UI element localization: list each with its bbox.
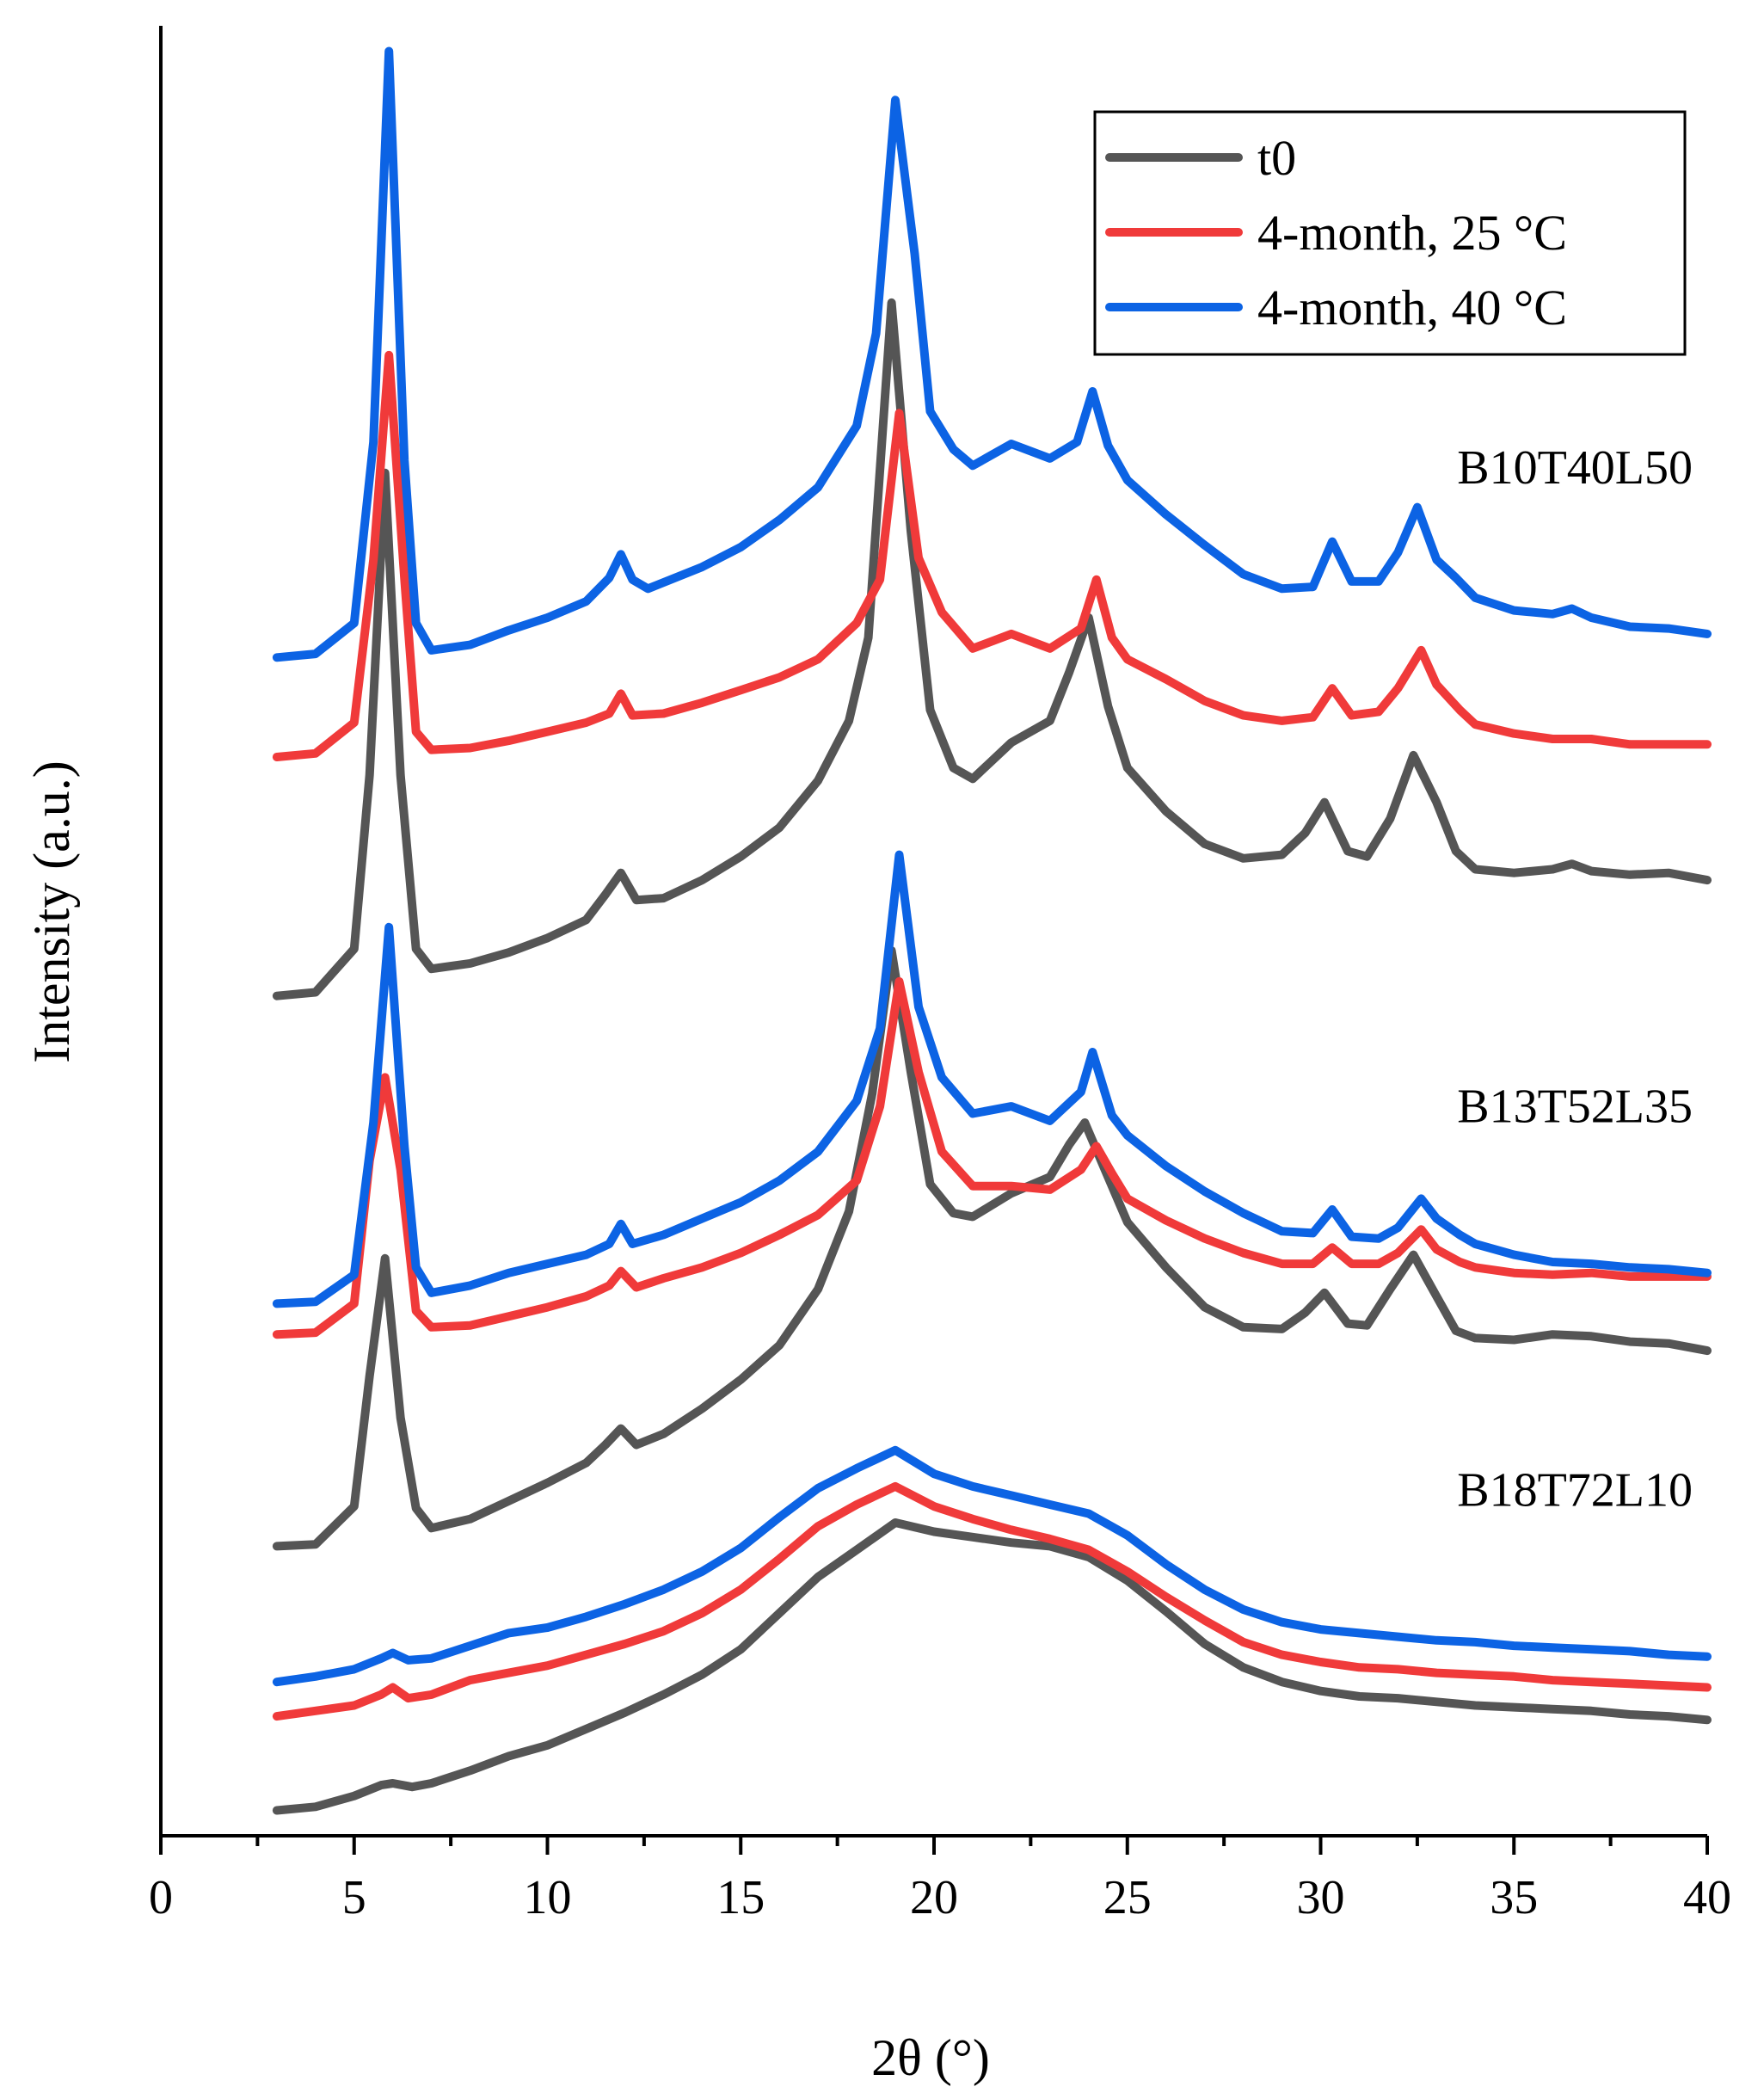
legend-label-m40: 4-month, 40 °C bbox=[1257, 280, 1567, 335]
curve-b10t40l50-m25 bbox=[272, 350, 1712, 761]
legend-label-t0: t0 bbox=[1257, 130, 1296, 186]
x-axis-title: 2θ (°) bbox=[871, 2029, 990, 2086]
legend-label-m25: 4-month, 25 °C bbox=[1257, 205, 1567, 261]
curve-b13t52l35-m40 bbox=[272, 850, 1712, 1308]
curve-b13t52l35-t0 bbox=[272, 946, 1712, 1551]
x-tick-label: 20 bbox=[910, 1871, 958, 1924]
x-tick-label: 40 bbox=[1683, 1871, 1731, 1924]
legend: t0 4-month, 25 °C 4-month, 40 °C bbox=[1093, 110, 1687, 356]
plot-curves bbox=[272, 46, 1712, 1815]
sample-label-b13t52l35: B13T52L35 bbox=[1457, 1080, 1693, 1134]
x-tick-label: 5 bbox=[342, 1871, 366, 1924]
x-tick-label: 15 bbox=[716, 1871, 765, 1924]
sample-labels: B10T40L50 B13T52L35 B18T72L10 bbox=[1457, 441, 1693, 1517]
x-axis-ticks: 0 5 10 15 20 25 30 35 40 bbox=[149, 1836, 1731, 1924]
x-tick-label: 30 bbox=[1297, 1871, 1345, 1924]
x-tick-label: 25 bbox=[1103, 1871, 1152, 1924]
curve-b13t52l35-m25 bbox=[272, 976, 1712, 1339]
x-tick-label: 0 bbox=[149, 1871, 173, 1924]
curve-b18t72l10-m40 bbox=[272, 1445, 1712, 1687]
curve-b10t40l50-m40 bbox=[272, 46, 1712, 662]
curve-b18t72l10-t0 bbox=[272, 1518, 1712, 1815]
x-tick-label: 35 bbox=[1490, 1871, 1538, 1924]
curve-b10t40l50-t0 bbox=[272, 298, 1712, 1000]
y-axis-title: Intensity (a.u.) bbox=[23, 760, 80, 1063]
curve-b18t72l10-m25 bbox=[272, 1481, 1712, 1721]
sample-label-b10t40l50: B10T40L50 bbox=[1457, 441, 1693, 495]
x-tick-label: 10 bbox=[524, 1871, 572, 1924]
sample-label-b18t72l10: B18T72L10 bbox=[1457, 1464, 1693, 1517]
legend-box bbox=[1093, 110, 1687, 356]
